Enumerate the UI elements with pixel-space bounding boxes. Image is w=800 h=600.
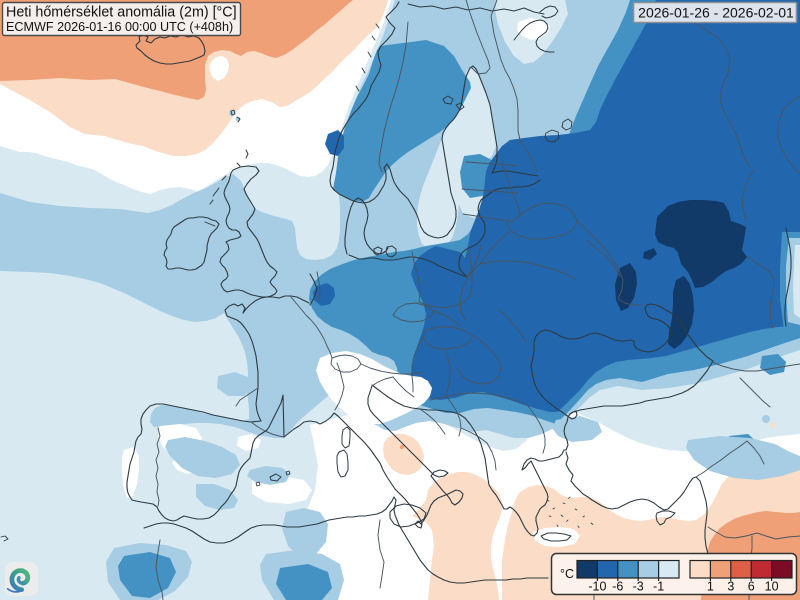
svg-text:1: 1 — [707, 580, 714, 594]
svg-text:3: 3 — [727, 580, 734, 594]
svg-text:Heti hőmérséklet anomália (2m): Heti hőmérséklet anomália (2m) [°C] — [6, 5, 237, 21]
svg-text:°C: °C — [560, 567, 574, 581]
svg-text:6: 6 — [748, 580, 755, 594]
svg-text:2026-01-26 - 2026-02-01: 2026-01-26 - 2026-02-01 — [638, 5, 794, 21]
svg-text:-1: -1 — [653, 580, 664, 594]
svg-text:-10: -10 — [588, 580, 606, 594]
svg-text:ECMWF 2026-01-16 00:00 UTC (+4: ECMWF 2026-01-16 00:00 UTC (+408h) — [6, 20, 233, 34]
svg-text:10: 10 — [765, 580, 779, 594]
svg-text:-6: -6 — [612, 580, 623, 594]
svg-text:-3: -3 — [633, 580, 644, 594]
